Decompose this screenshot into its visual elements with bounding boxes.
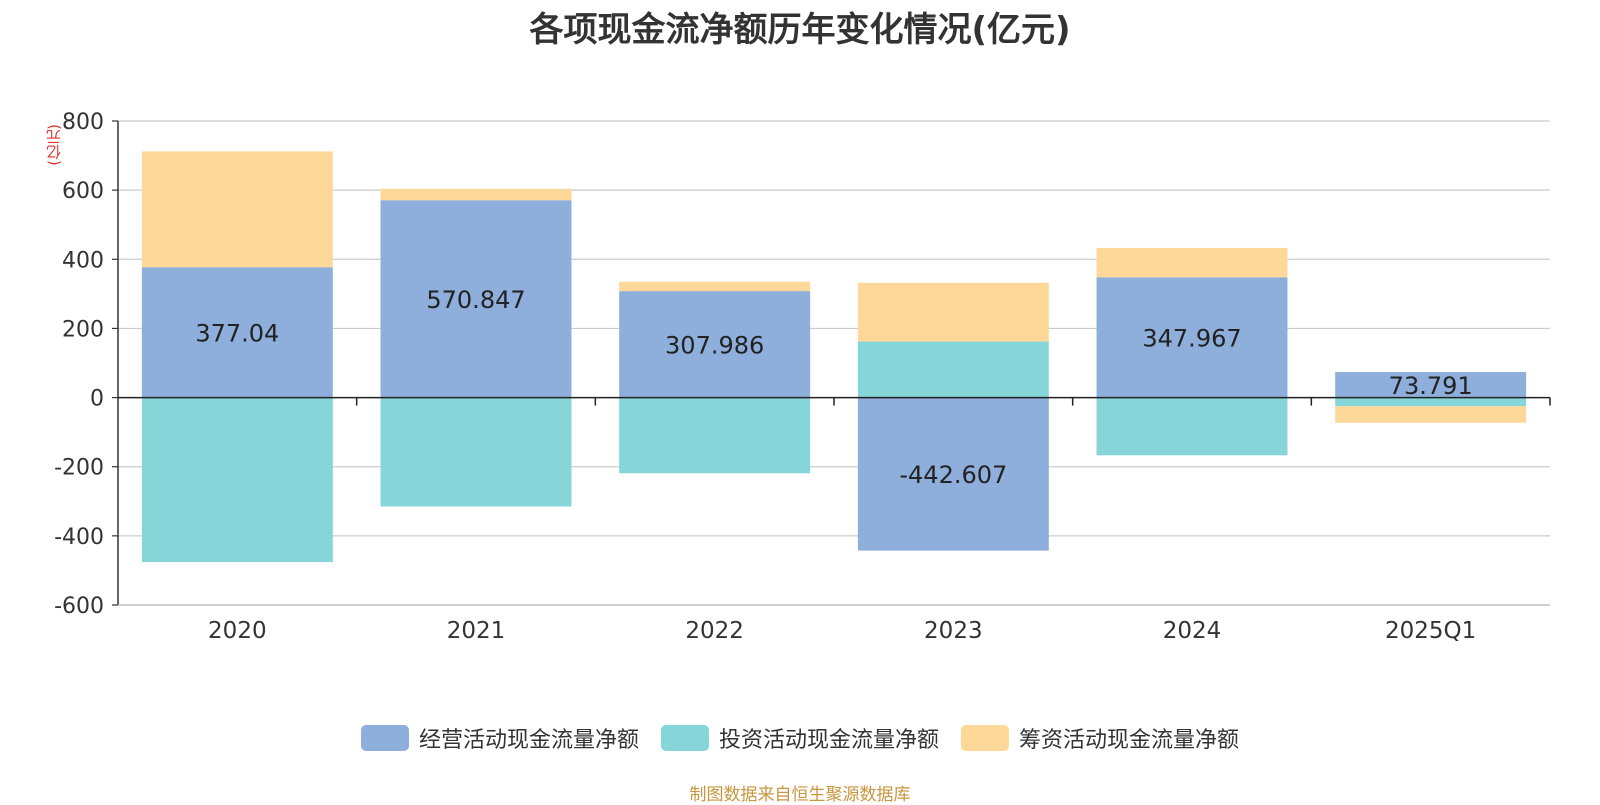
bar-2021-series-0	[380, 200, 572, 398]
legend-swatch-financing	[961, 725, 1009, 751]
chart-title: 各项现金流净额历年变化情况(亿元)	[529, 10, 1071, 50]
legend-item-financing[interactable]: 筹资活动现金流量净额	[961, 722, 1239, 754]
bar-2023-series-1	[857, 341, 1049, 398]
bar-2024-series-0	[1096, 277, 1288, 398]
data-label-operating: -442.607	[899, 461, 1007, 489]
y-tick-label: 800	[62, 110, 104, 135]
y-tick-label: 200	[62, 317, 104, 342]
y-tick-label: 0	[90, 387, 104, 412]
bar-2020-series-0	[141, 267, 333, 398]
bar-2024-series-1	[1096, 397, 1288, 456]
bar-2020-series-2	[141, 151, 333, 268]
bar-2025Q1-series-0	[1335, 372, 1527, 398]
legend-label-operating: 经营活动现金流量净额	[418, 728, 639, 753]
legend-item-operating[interactable]: 经营活动现金流量净额	[360, 722, 639, 754]
x-tick-label: 2020	[208, 618, 267, 644]
x-tick-label: 2022	[685, 618, 744, 644]
data-label-operating: 73.791	[1389, 372, 1473, 400]
bar-2023-series-0	[857, 397, 1049, 551]
legend-label-investing: 投资活动现金流量净额	[718, 728, 939, 753]
bar-2025Q1-series-2	[1335, 406, 1527, 423]
x-tick-label: 2024	[1163, 618, 1222, 644]
legend-label-financing: 筹资活动现金流量净额	[1019, 728, 1240, 753]
y-tick-label: 400	[62, 248, 104, 273]
y-tick-label: -600	[54, 594, 104, 619]
legend: 经营活动现金流量净额 投资活动现金流量净额 筹资活动现金流量净额	[0, 722, 1600, 754]
bar-2024-series-2	[1096, 247, 1288, 278]
y-tick-label: -400	[54, 525, 104, 550]
bar-2025Q1-series-1	[1335, 397, 1527, 407]
data-label-operating: 347.967	[1142, 324, 1241, 352]
x-tick-label: 2021	[447, 618, 506, 644]
bar-2020-series-1	[141, 397, 333, 563]
y-tick-label: 600	[62, 179, 104, 204]
axes: 800 600 400 200 0 -200 -400 -600 2020 2021 2022 202…	[54, 110, 1551, 644]
bar-2022-series-1	[619, 397, 811, 474]
bar-2023-series-2	[857, 282, 1049, 342]
x-tick-label: 2025Q1	[1385, 618, 1476, 644]
legend-swatch-operating	[360, 725, 409, 751]
bar-2021-series-2	[380, 188, 572, 201]
legend-swatch-investing	[660, 725, 709, 751]
x-tick-label: 2023	[924, 618, 983, 644]
data-label-operating: 307.986	[665, 331, 764, 359]
bars	[141, 151, 1527, 563]
data-labels: 377.04 570.847 307.986 -442.607 347.967 73.79…	[195, 286, 1472, 489]
bar-2022-series-0	[619, 291, 811, 398]
data-label-operating: 570.847	[426, 286, 525, 314]
stacked-bar-chart: 800 600 400 200 0 -200 -400 -600 2020 2021 2022 202…	[54, 110, 1551, 644]
data-label-operating: 377.04	[195, 319, 279, 347]
bar-2021-series-1	[380, 397, 572, 507]
legend-item-investing[interactable]: 投资活动现金流量净额	[660, 722, 939, 754]
bar-2022-series-2	[619, 281, 811, 292]
source-note: 制图数据来自恒生聚源数据库	[689, 785, 911, 805]
y-tick-label: -200	[54, 456, 104, 481]
